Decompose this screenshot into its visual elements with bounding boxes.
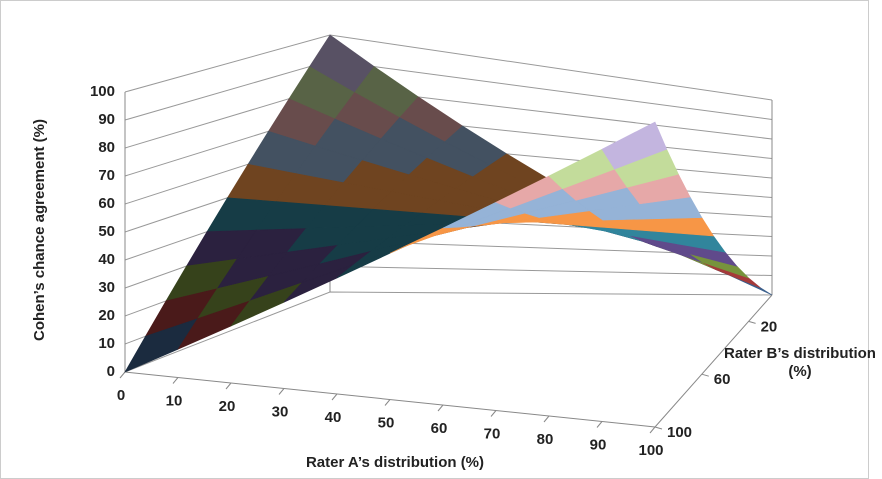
z-tick-label: 100 [90, 83, 115, 100]
x-axis-title: Rater A’s distribution (%) [306, 454, 484, 471]
y-tick [654, 426, 663, 430]
x-tick-label: 60 [431, 420, 448, 437]
z-tick-label: 50 [98, 223, 115, 240]
z-tick-label: 80 [98, 139, 115, 156]
x-tick [331, 393, 338, 401]
x-tick-label: 80 [537, 431, 554, 448]
x-tick [437, 404, 444, 412]
y-axis-title: Rater B’s distribution (%) [724, 345, 876, 380]
y-tick [748, 320, 756, 324]
x-tick-label: 50 [378, 414, 395, 431]
y-tick-label: 20 [761, 318, 778, 335]
x-tick [225, 382, 232, 390]
z-tick-label: 70 [98, 167, 115, 184]
axis-line [654, 294, 773, 428]
x-tick [172, 377, 179, 384]
x-tick-label: 100 [638, 442, 663, 459]
x-tick-label: 0 [117, 387, 125, 404]
x-tick-label: 10 [166, 392, 183, 409]
x-tick [490, 410, 497, 417]
z-tick-label: 90 [98, 111, 115, 128]
x-tick [649, 426, 656, 434]
x-tick [278, 388, 285, 395]
z-tick-label: 40 [98, 251, 115, 268]
z-tick-label: 20 [98, 307, 115, 324]
z-tick-label: 10 [98, 335, 115, 352]
x-tick [543, 415, 550, 423]
x-tick [596, 421, 603, 428]
x-tick-label: 70 [484, 425, 501, 442]
x-tick [119, 371, 126, 379]
z-tick-label: 60 [98, 195, 115, 212]
x-tick-label: 30 [272, 403, 289, 420]
y-tick-label: 60 [714, 371, 731, 388]
x-tick-label: 90 [590, 436, 607, 453]
y-tick [701, 373, 709, 377]
x-tick-label: 20 [219, 398, 236, 415]
surface-cell [601, 121, 668, 170]
z-tick-label: 30 [98, 279, 115, 296]
x-tick-label: 40 [325, 409, 342, 426]
x-tick [384, 399, 391, 406]
z-axis-title: Cohen’s chance agreement (%) [31, 119, 48, 341]
z-tick-label: 0 [107, 363, 115, 380]
y-tick-label: 100 [667, 424, 692, 441]
